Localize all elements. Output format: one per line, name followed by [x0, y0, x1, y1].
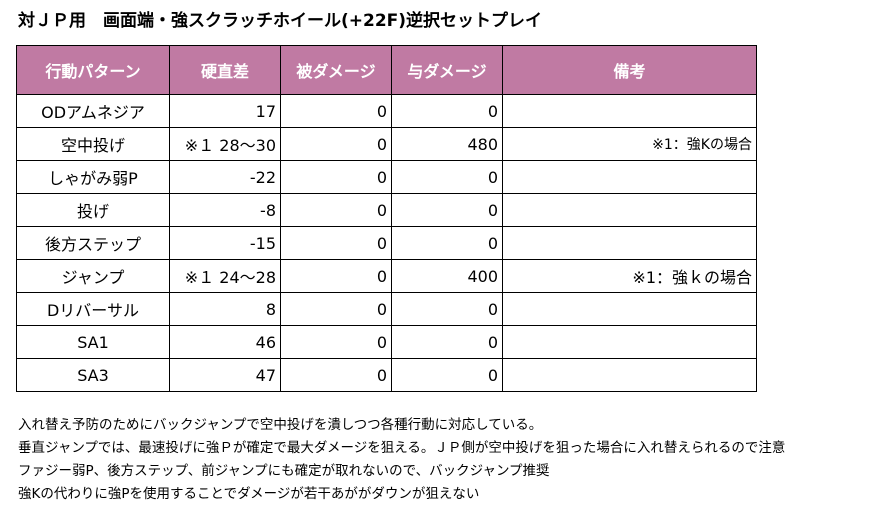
cell-action: SA1 — [16, 325, 170, 359]
cell-taken: 0 — [280, 160, 392, 194]
cell-action: SA3 — [16, 358, 170, 392]
header-damage-taken: 被ダメージ — [280, 45, 392, 95]
cell-dealt: 480 — [391, 127, 503, 161]
cell-action: ODアムネジア — [16, 94, 170, 128]
header-frame-advantage: 硬直差 — [169, 45, 281, 95]
cell-taken: 0 — [280, 127, 392, 161]
notes-block: 入れ替え予防のためにバックジャンプで空中投げを潰しつつ各種行動に対応している。 … — [18, 414, 785, 506]
table-row: 後方ステップ -15 0 0 — [16, 226, 757, 260]
table-row: ODアムネジア 17 0 0 — [16, 94, 757, 128]
cell-note — [502, 325, 757, 359]
cell-note: ※1：強Kの場合 — [502, 127, 757, 161]
header-notes: 備考 — [502, 45, 757, 95]
header-damage-dealt: 与ダメージ — [391, 45, 503, 95]
cell-frame: 46 — [169, 325, 281, 359]
frame-data-table: 行動パターン 硬直差 被ダメージ 与ダメージ 備考 ODアムネジア 17 0 0… — [16, 45, 757, 392]
cell-frame: 47 — [169, 358, 281, 392]
cell-dealt: 0 — [391, 160, 503, 194]
cell-dealt: 0 — [391, 358, 503, 392]
cell-frame: -15 — [169, 226, 281, 260]
cell-note: ※1：強ｋの場合 — [502, 259, 757, 293]
cell-action: Dリバーサル — [16, 292, 170, 326]
cell-note — [502, 358, 757, 392]
note-line: 垂直ジャンプでは、最速投げに強Ｐが確定で最大ダメージを狙える。ＪＰ側が空中投げを… — [18, 440, 786, 456]
cell-taken: 0 — [280, 292, 392, 326]
table-row: しゃがみ弱P -22 0 0 — [16, 160, 757, 194]
cell-frame: 17 — [169, 94, 281, 128]
cell-dealt: 0 — [391, 193, 503, 227]
cell-dealt: 0 — [391, 325, 503, 359]
cell-frame: ※１ 28〜30 — [169, 127, 281, 161]
cell-dealt: 400 — [391, 259, 503, 293]
note-line: 入れ替え予防のためにバックジャンプで空中投げを潰しつつ各種行動に対応している。 — [18, 417, 543, 433]
cell-note — [502, 193, 757, 227]
table-row: Dリバーサル 8 0 0 — [16, 292, 757, 326]
cell-taken: 0 — [280, 94, 392, 128]
cell-note — [502, 160, 757, 194]
cell-action: 投げ — [16, 193, 170, 227]
cell-note — [502, 292, 757, 326]
cell-taken: 0 — [280, 358, 392, 392]
table-row: SA3 47 0 0 — [16, 358, 757, 392]
cell-frame: -8 — [169, 193, 281, 227]
cell-action: 空中投げ — [16, 127, 170, 161]
cell-frame: 8 — [169, 292, 281, 326]
cell-frame: ※１ 24〜28 — [169, 259, 281, 293]
table-header-row: 行動パターン 硬直差 被ダメージ 与ダメージ 備考 — [16, 45, 757, 95]
table-row: 空中投げ ※１ 28〜30 0 480 ※1：強Kの場合 — [16, 127, 757, 161]
note-line: ファジー弱P、後方ステップ、前ジャンプにも確定が取れないので、バックジャンプ推奨 — [18, 463, 550, 479]
table-row: SA1 46 0 0 — [16, 325, 757, 359]
cell-taken: 0 — [280, 226, 392, 260]
cell-dealt: 0 — [391, 226, 503, 260]
header-action: 行動パターン — [16, 45, 170, 95]
cell-action: しゃがみ弱P — [16, 160, 170, 194]
cell-dealt: 0 — [391, 292, 503, 326]
cell-frame: -22 — [169, 160, 281, 194]
cell-action: ジャンプ — [16, 259, 170, 293]
table-row: 投げ -8 0 0 — [16, 193, 757, 227]
cell-taken: 0 — [280, 325, 392, 359]
table-row: ジャンプ ※１ 24〜28 0 400 ※1：強ｋの場合 — [16, 259, 757, 293]
cell-note — [502, 226, 757, 260]
cell-taken: 0 — [280, 193, 392, 227]
cell-dealt: 0 — [391, 94, 503, 128]
cell-action: 後方ステップ — [16, 226, 170, 260]
cell-note — [502, 94, 757, 128]
page-title: 対ＪＰ用 画面端・強スクラッチホイール(+22F)逆択セットプレイ — [18, 11, 543, 31]
cell-taken: 0 — [280, 259, 392, 293]
note-line: 強Kの代わりに強Pを使用することでダメージが若干あががダウンが狙えない — [18, 486, 480, 502]
